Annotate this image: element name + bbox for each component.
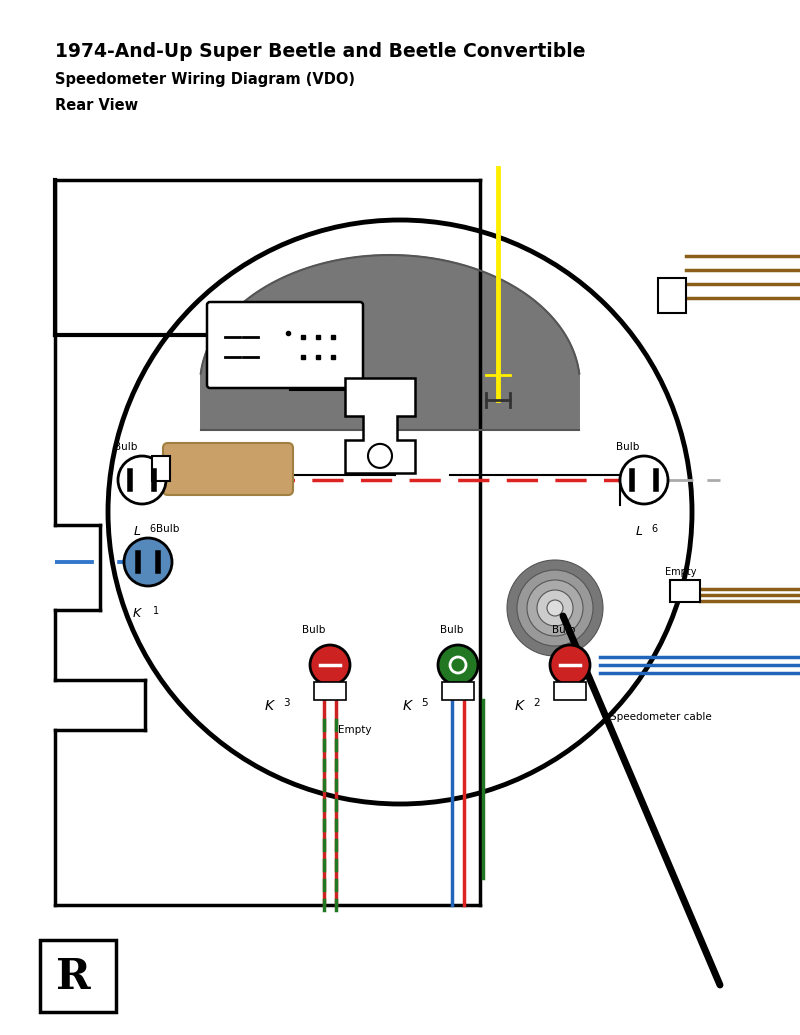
Text: K: K	[515, 699, 524, 713]
Text: Bulb: Bulb	[114, 442, 138, 452]
Text: K: K	[133, 607, 142, 620]
Text: K: K	[265, 699, 274, 713]
Text: Speedometer cable: Speedometer cable	[610, 712, 712, 722]
Text: Speedometer Wiring Diagram (VDO): Speedometer Wiring Diagram (VDO)	[55, 72, 355, 87]
Text: Bulb: Bulb	[440, 625, 463, 635]
FancyBboxPatch shape	[554, 682, 586, 700]
Circle shape	[310, 645, 350, 685]
Circle shape	[620, 456, 668, 504]
FancyBboxPatch shape	[40, 940, 116, 1012]
Circle shape	[527, 580, 583, 635]
FancyBboxPatch shape	[152, 456, 170, 481]
Circle shape	[124, 538, 172, 586]
Text: 6: 6	[651, 524, 657, 534]
Text: 1: 1	[153, 607, 159, 616]
Circle shape	[438, 645, 478, 685]
Circle shape	[507, 560, 603, 656]
Text: L: L	[134, 525, 141, 538]
Text: 5: 5	[421, 698, 428, 708]
Text: L: L	[636, 525, 643, 538]
Circle shape	[368, 444, 392, 468]
FancyBboxPatch shape	[207, 302, 363, 388]
Circle shape	[517, 570, 593, 646]
Text: 3: 3	[283, 698, 290, 708]
Text: K: K	[403, 699, 412, 713]
FancyBboxPatch shape	[442, 682, 474, 700]
FancyBboxPatch shape	[670, 580, 700, 602]
Circle shape	[118, 456, 166, 504]
FancyBboxPatch shape	[163, 443, 293, 495]
FancyBboxPatch shape	[314, 682, 346, 700]
Text: Bulb: Bulb	[616, 442, 639, 452]
Text: Empty: Empty	[338, 724, 371, 735]
Text: 1974-And-Up Super Beetle and Beetle Convertible: 1974-And-Up Super Beetle and Beetle Conv…	[55, 42, 586, 61]
Text: Bulb: Bulb	[302, 625, 326, 635]
Polygon shape	[201, 255, 579, 430]
Circle shape	[550, 645, 590, 685]
Text: 2: 2	[533, 698, 540, 708]
Text: Rear View: Rear View	[55, 98, 138, 113]
Circle shape	[537, 590, 573, 626]
Text: R: R	[56, 956, 90, 998]
Circle shape	[547, 600, 563, 616]
Text: Bulb: Bulb	[552, 625, 575, 635]
Text: 6: 6	[149, 524, 155, 534]
Text: Bulb: Bulb	[156, 524, 179, 534]
Text: Empty: Empty	[665, 567, 697, 576]
FancyBboxPatch shape	[658, 278, 686, 313]
Polygon shape	[345, 378, 415, 473]
